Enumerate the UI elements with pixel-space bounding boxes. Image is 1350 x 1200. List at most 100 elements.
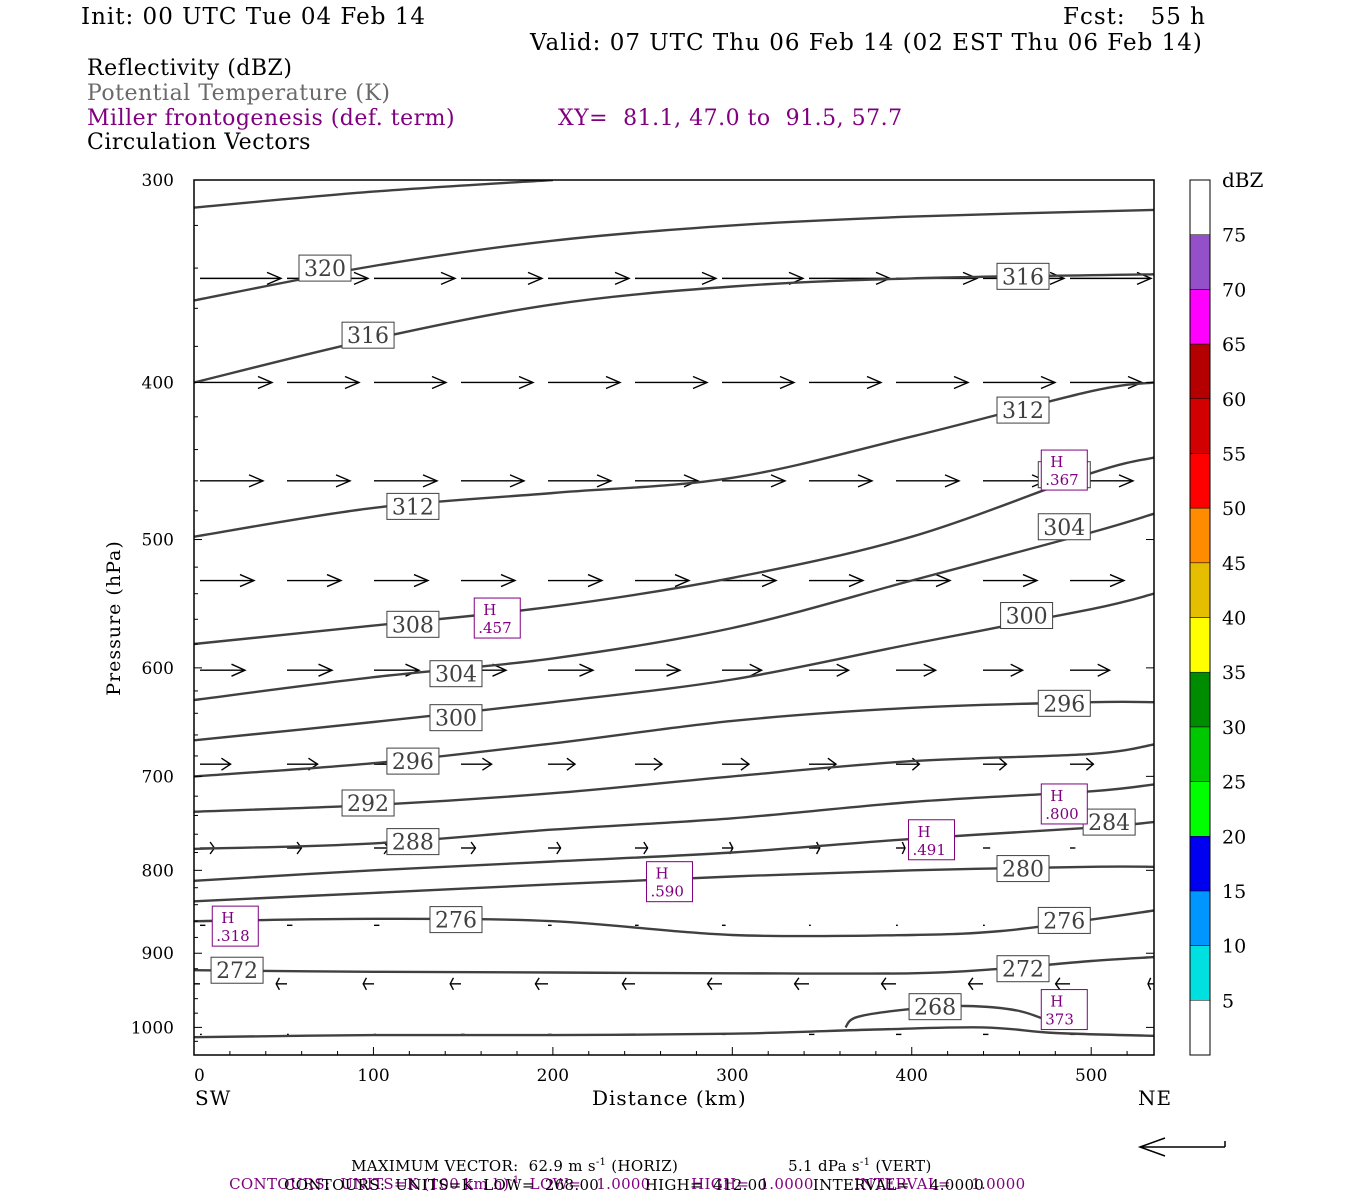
theta-label: 304	[435, 663, 477, 688]
theta-contour-296	[194, 700, 1154, 778]
circulation-vector	[635, 573, 691, 588]
frontogenesis-high-label: H	[483, 601, 496, 619]
circulation-vector	[896, 375, 970, 390]
circulation-vector	[635, 375, 709, 390]
theta-label: 304	[1043, 516, 1085, 541]
circulation-vector	[548, 573, 604, 588]
y-tick-label: 500	[142, 531, 174, 551]
circulation-vector	[880, 977, 896, 991]
theta-label: 272	[216, 959, 258, 984]
circulation-vector	[1054, 977, 1070, 991]
theta-label: 296	[392, 750, 434, 775]
x-tick-label: 400	[896, 1066, 928, 1086]
circulation-vector	[461, 474, 526, 488]
theta-contour-320	[194, 208, 1154, 302]
x-tick-label: 300	[716, 1066, 748, 1086]
theta-contour-264	[194, 1026, 1154, 1039]
colorbar-segment	[1189, 945, 1211, 1001]
theta-label: 316	[1002, 265, 1044, 290]
colorbar-segment	[1189, 836, 1211, 892]
legend-xy: XY= 81.1, 47.0 to 91.5, 57.7	[558, 106, 903, 131]
frontogenesis-high-label: H	[1050, 787, 1063, 805]
colorbar-label: 55	[1222, 443, 1246, 465]
colorbar-segment	[1189, 234, 1211, 290]
theta-label-box	[386, 610, 440, 638]
theta-label-box	[429, 704, 483, 732]
theta-contour-316	[194, 273, 1154, 384]
x-tick-label: 200	[537, 1066, 569, 1086]
circulation-vector	[896, 663, 938, 677]
theta-contour-324	[194, 180, 553, 209]
colorbar-label: 70	[1222, 279, 1246, 301]
frontogenesis-high-value: .800	[1045, 805, 1078, 823]
circulation-vector	[200, 474, 265, 488]
legend-circulation: Circulation Vectors	[87, 130, 311, 155]
theta-label: 272	[1002, 958, 1044, 983]
colorbar-label: 50	[1222, 498, 1246, 520]
theta-label: 316	[347, 324, 389, 349]
y-tick-label: 300	[142, 171, 174, 191]
circulation-vector	[896, 474, 961, 488]
frontogenesis-high-box	[211, 905, 259, 947]
circulation-vector	[983, 573, 1039, 588]
circulation-vector	[722, 573, 778, 588]
theta-contour-288	[194, 783, 1154, 851]
colorbar-label: 60	[1222, 389, 1246, 411]
circulation-vector	[983, 375, 1057, 390]
colorbar-segment	[1189, 671, 1211, 728]
circulation-vector	[983, 474, 1048, 488]
circulation-vector	[896, 573, 952, 588]
theta-label: 296	[1043, 692, 1085, 717]
circulation-vector	[200, 663, 247, 677]
colorbar-segment	[1189, 781, 1211, 837]
plot-frame	[193, 179, 1155, 1056]
theta-label: 276	[435, 909, 477, 934]
circulation-vector	[461, 757, 493, 771]
x-tick-label: 500	[1075, 1066, 1107, 1086]
circulation-vector	[635, 841, 649, 855]
theta-label-box	[386, 747, 440, 775]
colorbar-segment	[1189, 890, 1211, 946]
colorbar-label: 75	[1222, 225, 1246, 247]
theta-label-box	[386, 828, 440, 856]
circulation-vector	[287, 573, 343, 588]
forecast-hour: Fcst: 55 h	[1063, 4, 1206, 30]
theta-label-box	[996, 262, 1050, 290]
frontogenesis-high-value: 373	[1045, 1011, 1074, 1029]
circulation-vector	[200, 375, 274, 390]
circulation-vector	[635, 474, 700, 488]
theta-contour-276	[194, 909, 1154, 938]
colorbar-unit: dBZ	[1222, 168, 1264, 192]
y-tick-label: 400	[142, 373, 174, 393]
frontogenesis-high-label: H	[917, 823, 930, 841]
y-tick-label: 900	[142, 944, 174, 964]
frontogenesis-high-value: .367	[1045, 471, 1078, 489]
theta-label-box	[996, 855, 1050, 883]
colorbar-segment	[1189, 726, 1211, 782]
circulation-vector	[896, 841, 906, 855]
theta-label-box	[429, 906, 483, 934]
colorbar-label: 20	[1222, 826, 1246, 848]
footer-contours-frontogenesis: CONTOURS: UNITS=K (100 km h)-1 LOW= 1.00…	[229, 1175, 1026, 1193]
circulation-vector	[548, 841, 562, 855]
colorbar-segment	[1189, 398, 1211, 454]
circulation-vector	[461, 573, 517, 588]
x-axis-title: Distance (km)	[592, 1086, 747, 1110]
theta-label: 288	[392, 831, 434, 856]
theta-contour-284	[194, 820, 1154, 882]
circulation-vector	[534, 977, 548, 991]
valid-time: Valid: 07 UTC Thu 06 Feb 14 (02 EST Thu …	[530, 30, 1203, 56]
theta-label-box	[210, 956, 264, 984]
circulation-vector	[374, 375, 448, 390]
colorbar-label: 30	[1222, 717, 1246, 739]
theta-label-box	[341, 321, 395, 349]
circulation-vector	[809, 841, 821, 855]
circulation-vector	[635, 757, 664, 771]
circulation-vector	[287, 375, 361, 390]
theta-label: 320	[304, 257, 346, 282]
circulation-vector	[287, 663, 334, 677]
y-tick-label: 800	[142, 861, 174, 881]
colorbar-segment	[1189, 562, 1211, 618]
circulation-vector	[1157, 475, 1220, 487]
